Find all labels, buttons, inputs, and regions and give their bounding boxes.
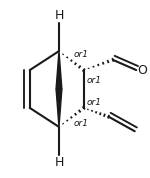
Text: or1: or1 [87, 98, 102, 107]
Polygon shape [56, 89, 62, 127]
Text: or1: or1 [87, 76, 102, 85]
Text: or1: or1 [74, 49, 88, 59]
Text: or1: or1 [74, 119, 88, 129]
Text: H: H [54, 156, 64, 169]
Text: H: H [54, 9, 64, 22]
Polygon shape [56, 51, 62, 89]
Text: O: O [138, 64, 148, 77]
